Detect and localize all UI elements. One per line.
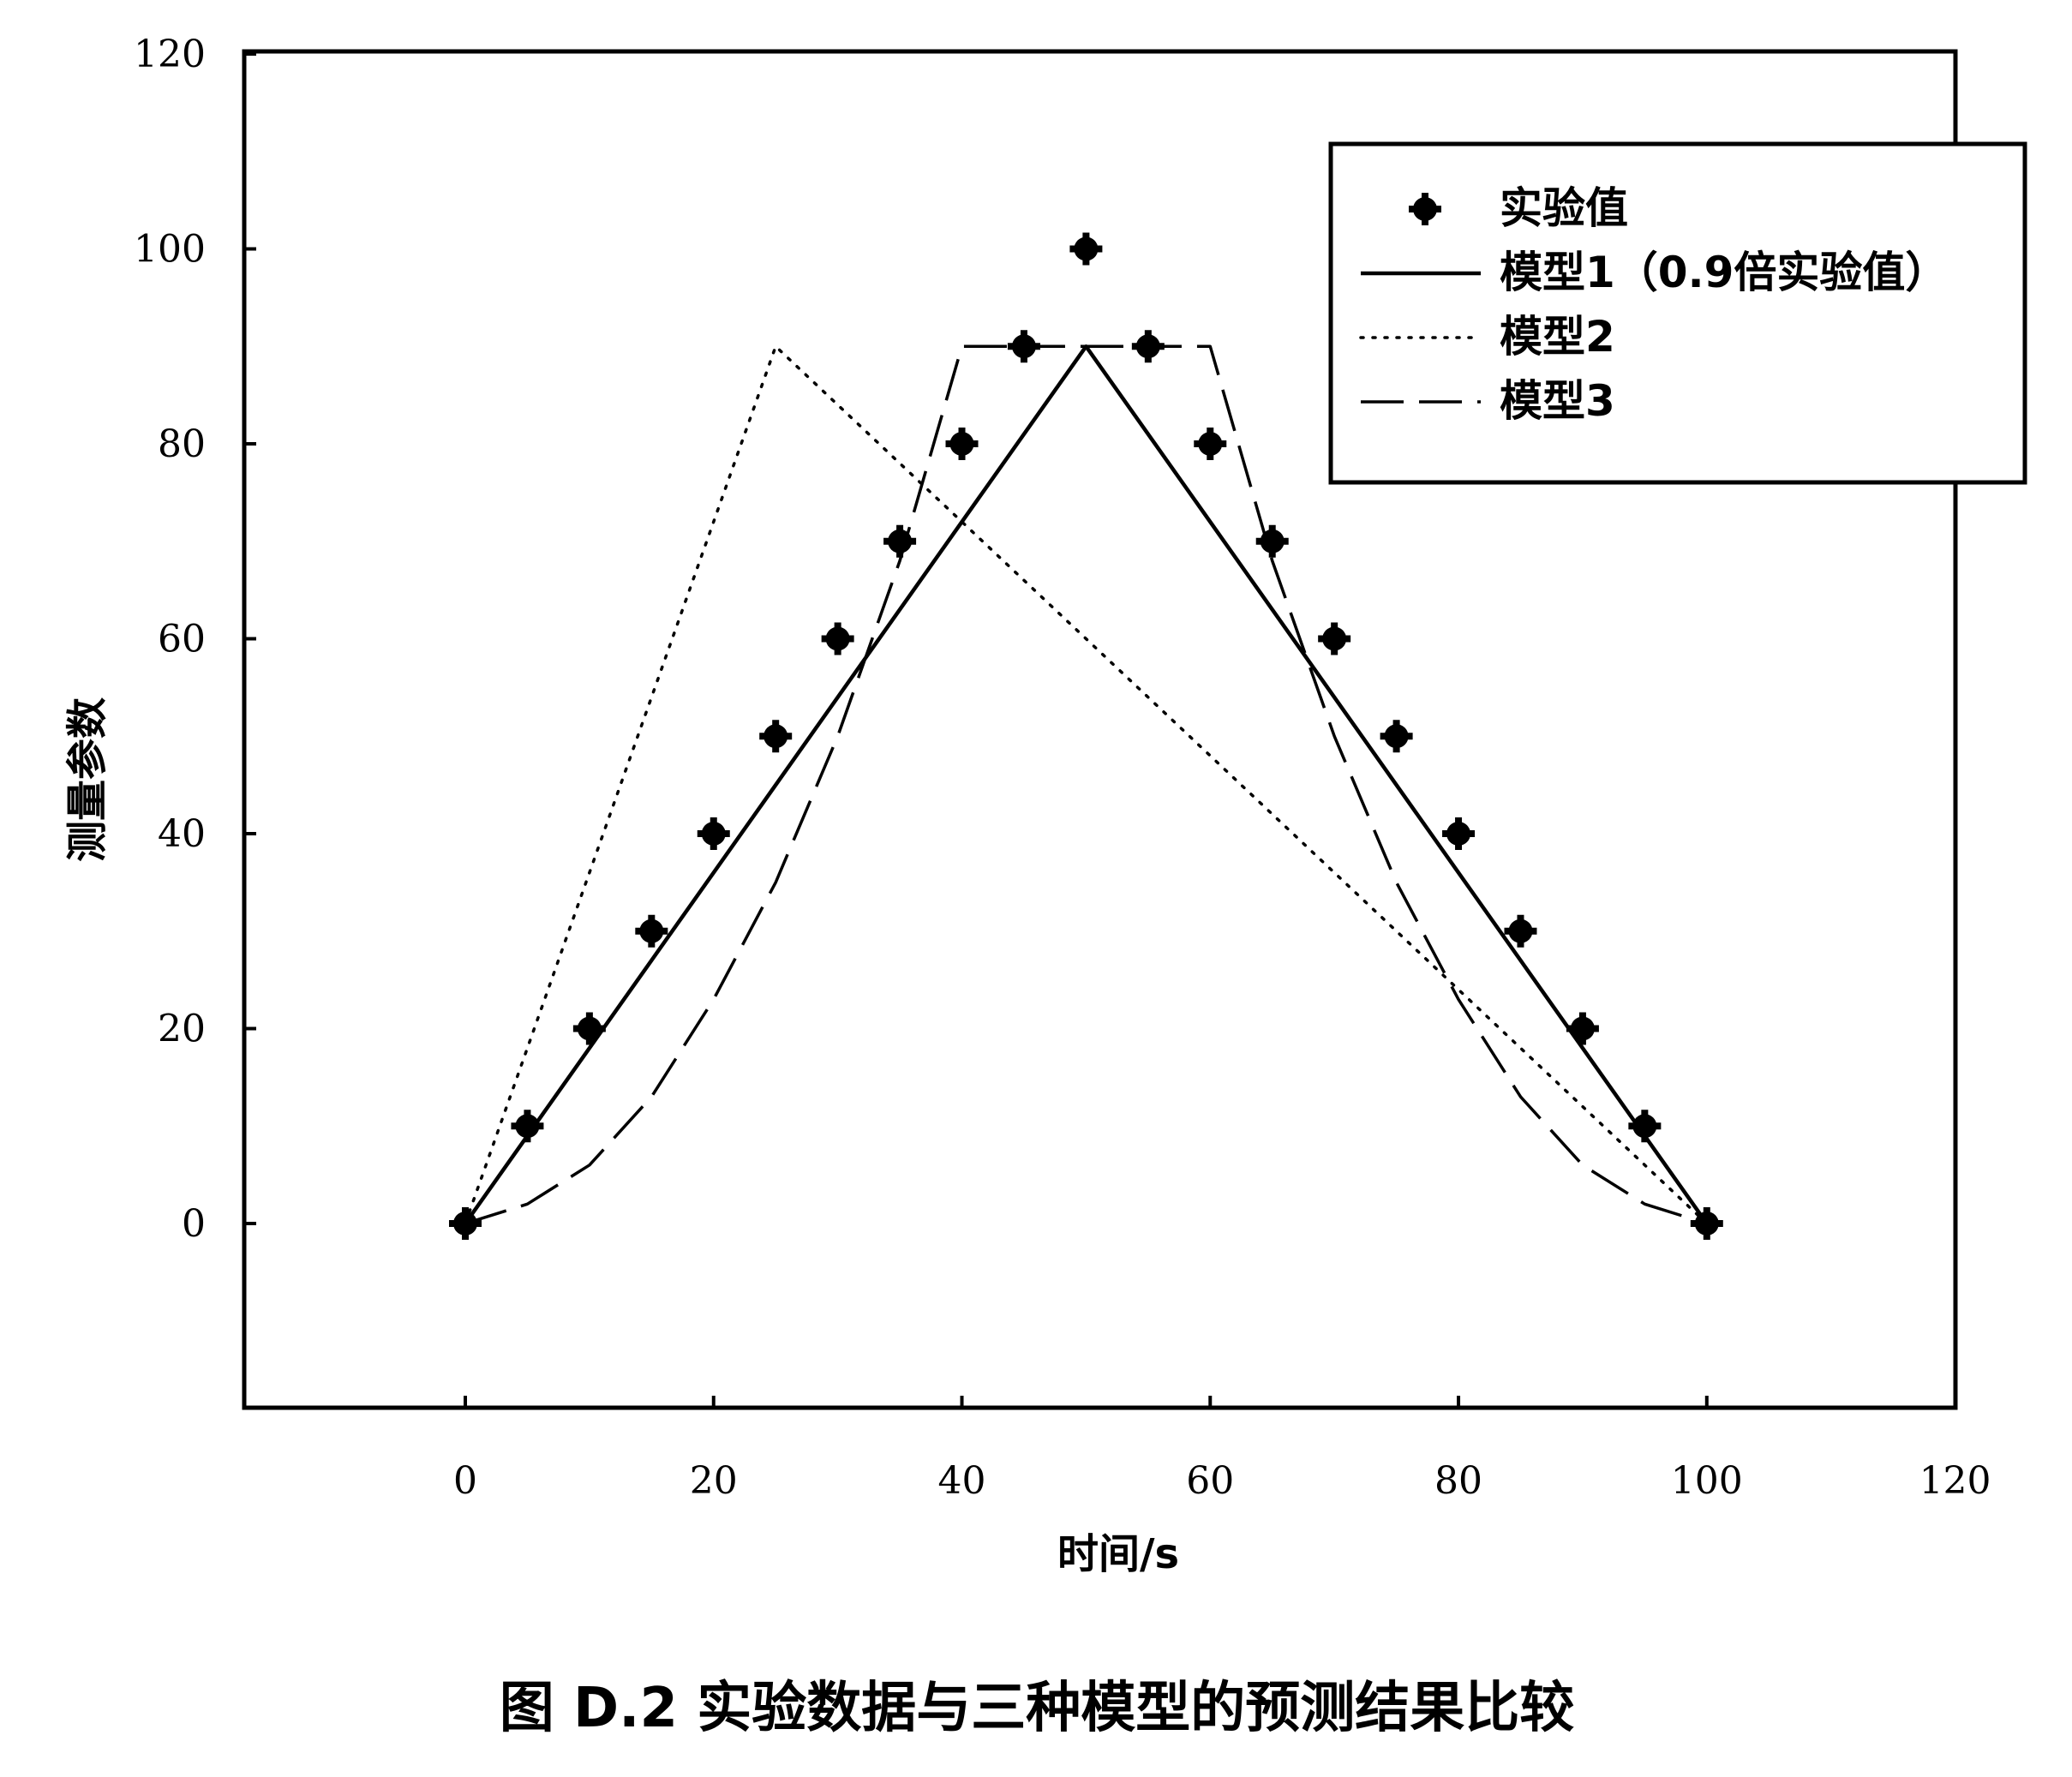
data-point [511, 1110, 544, 1143]
data-point [1194, 428, 1227, 460]
y-tick-label: 0 [182, 1202, 206, 1246]
axis-ticks: 0 20 40 60 80 100 120 0 20 40 60 80 100 120 [134, 33, 1991, 1503]
data-point [1255, 524, 1289, 558]
data-point [1442, 817, 1476, 850]
legend-label: 模型2 [1500, 312, 1615, 362]
data-point [449, 1207, 482, 1240]
data-point [1069, 232, 1103, 266]
data-point [697, 817, 730, 850]
series-lines [464, 344, 1709, 1225]
y-tick-label: 100 [134, 228, 206, 272]
y-tick-label: 20 [158, 1008, 206, 1051]
x-tick-label: 100 [1671, 1459, 1743, 1503]
legend-marker [1409, 193, 1441, 225]
y-tick-label: 40 [158, 812, 206, 856]
experimental-markers [449, 232, 1723, 1240]
data-point [759, 720, 793, 753]
series-line-4 [464, 344, 1708, 1225]
y-axis-label: 测量参数 [63, 697, 111, 862]
data-point [821, 622, 854, 655]
data-point [1690, 1207, 1723, 1240]
data-point [945, 428, 979, 460]
data-point [883, 524, 917, 558]
data-point [1628, 1110, 1662, 1143]
data-point [1131, 330, 1165, 363]
data-point [1504, 914, 1537, 948]
y-tick-label: 80 [158, 422, 206, 466]
y-tick-label: 60 [158, 618, 206, 661]
data-point [1007, 330, 1040, 363]
x-tick-label: 20 [690, 1459, 738, 1503]
legend-label: 模型3 [1500, 376, 1615, 426]
x-tick-label: 120 [1919, 1459, 1991, 1503]
x-axis-label: 时间/s [1057, 1530, 1179, 1578]
data-point [572, 1012, 606, 1045]
legend-box [1328, 141, 2027, 485]
figure-caption: 图 D.2 实验数据与三种模型的预测结果比较 [500, 1677, 1575, 1740]
x-tick-label: 0 [453, 1459, 477, 1503]
data-point [1380, 720, 1413, 753]
plot-frame [242, 49, 1958, 1410]
legend-label: 模型1（0.9倍实验值） [1500, 248, 1948, 297]
y-tick-label: 120 [134, 33, 206, 76]
data-point [1318, 622, 1351, 655]
data-point [1566, 1012, 1599, 1045]
x-tick-label: 40 [938, 1459, 986, 1503]
data-point [635, 914, 668, 948]
x-tick-label: 60 [1186, 1459, 1234, 1503]
x-tick-label: 80 [1434, 1459, 1482, 1503]
legend-label: 实验值 [1500, 183, 1628, 233]
